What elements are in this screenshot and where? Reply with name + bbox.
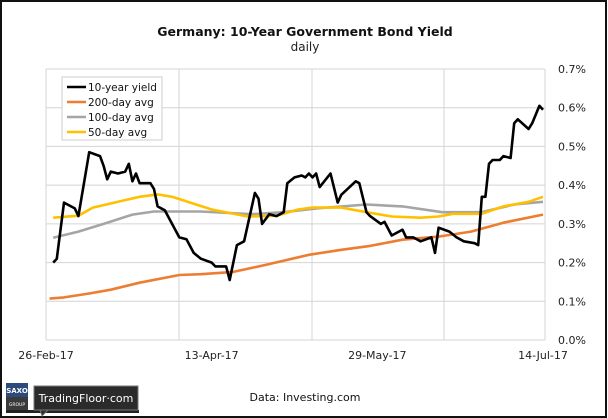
- y-tick-label: 0.5%: [558, 140, 586, 153]
- legend-box: [61, 76, 163, 141]
- data-source: Data: Investing.com: [249, 391, 360, 404]
- series-lines: [49, 104, 544, 300]
- x-tick-label: 26-Feb-17: [18, 349, 73, 362]
- y-tick-label: 0.0%: [558, 334, 586, 347]
- legend: 10-year yield 200-day avg 100-day avg 50-da…: [61, 76, 163, 141]
- chart-subtitle: daily: [291, 40, 320, 54]
- y-tick-label: 0.6%: [558, 102, 586, 115]
- y-tick-label: 0.3%: [558, 218, 586, 231]
- y-tick-label: 0.4%: [558, 179, 586, 192]
- series-line-200-day-avg: [49, 213, 544, 300]
- legend-label: 10-year yield: [88, 82, 157, 94]
- chart-title: Germany: 10-Year Government Bond Yield: [157, 24, 452, 39]
- y-tick-label: 0.1%: [558, 295, 586, 308]
- y-axis: 0.0% 0.1% 0.2% 0.3% 0.4% 0.5% 0.6% 0.7%: [558, 63, 586, 347]
- series-line-10-year-yield: [52, 104, 544, 282]
- tradingfloor-logo: SAXO GROUP TradingFloor·com: [6, 383, 139, 417]
- x-tick-label: 29-May-17: [348, 349, 406, 362]
- gridlines: [45, 68, 546, 341]
- y-tick-label: 0.7%: [558, 63, 586, 76]
- legend-label: 200-day avg: [88, 97, 154, 109]
- y-tick-label: 0.2%: [558, 257, 586, 270]
- group-text: GROUP: [9, 402, 25, 408]
- x-tick-label: 14-Jul-17: [518, 349, 568, 362]
- legend-label: 100-day avg: [88, 112, 154, 124]
- series-line-50-day-avg: [53, 193, 544, 219]
- saxo-text: SAXO: [6, 387, 28, 395]
- tradingfloor-text: TradingFloor·com: [38, 392, 134, 405]
- x-tick-label: 13-Apr-17: [185, 349, 239, 362]
- x-axis: 26-Feb-17 13-Apr-17 29-May-17 14-Jul-17: [18, 349, 568, 362]
- legend-label: 50-day avg: [88, 127, 147, 139]
